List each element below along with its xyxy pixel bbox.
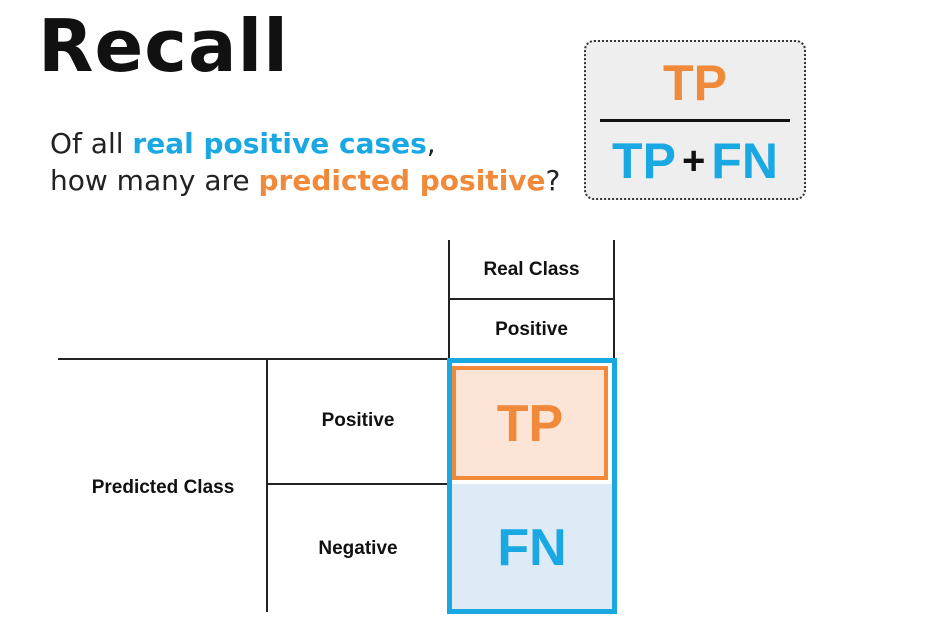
fn-cell: FN [448,484,616,612]
page-title: Recall [38,4,289,88]
question-line-2: how many are predicted positive? [50,167,560,195]
question-text: , [426,127,436,160]
real-class-header: Real Class [483,259,580,280]
predicted-positive-label: Positive [321,410,395,431]
grid-line [613,240,615,362]
tp-cell: TP [452,366,608,480]
question-line-1: Of all real positive cases, [50,130,436,158]
predicted-negative-label: Negative [318,538,398,559]
formula-denominator: TP + FN [586,136,804,186]
grid-line [58,358,450,360]
question-text: ? [545,164,561,197]
recall-formula-box: TP TP + FN [584,40,806,200]
predicted-class-header: Predicted Class [91,477,235,498]
plus-operator: + [681,139,706,183]
real-positive-label: Positive [495,319,568,340]
grid-line [266,483,450,485]
question-text: how many are [50,164,259,197]
grid-line [266,358,268,612]
denominator-tp: TP [612,133,676,189]
grid-line [448,298,615,300]
predicted-positive-highlight: predicted positive [258,164,546,197]
fn-label: FN [497,519,567,577]
denominator-fn: FN [711,133,778,189]
real-positive-highlight: real positive cases [132,127,427,160]
tp-label: TP [496,395,564,453]
recall-highlight-frame [447,358,617,614]
grid-line [448,240,450,362]
question-text: Of all [50,127,133,160]
fraction-bar [600,119,790,122]
formula-numerator: TP [663,55,727,111]
